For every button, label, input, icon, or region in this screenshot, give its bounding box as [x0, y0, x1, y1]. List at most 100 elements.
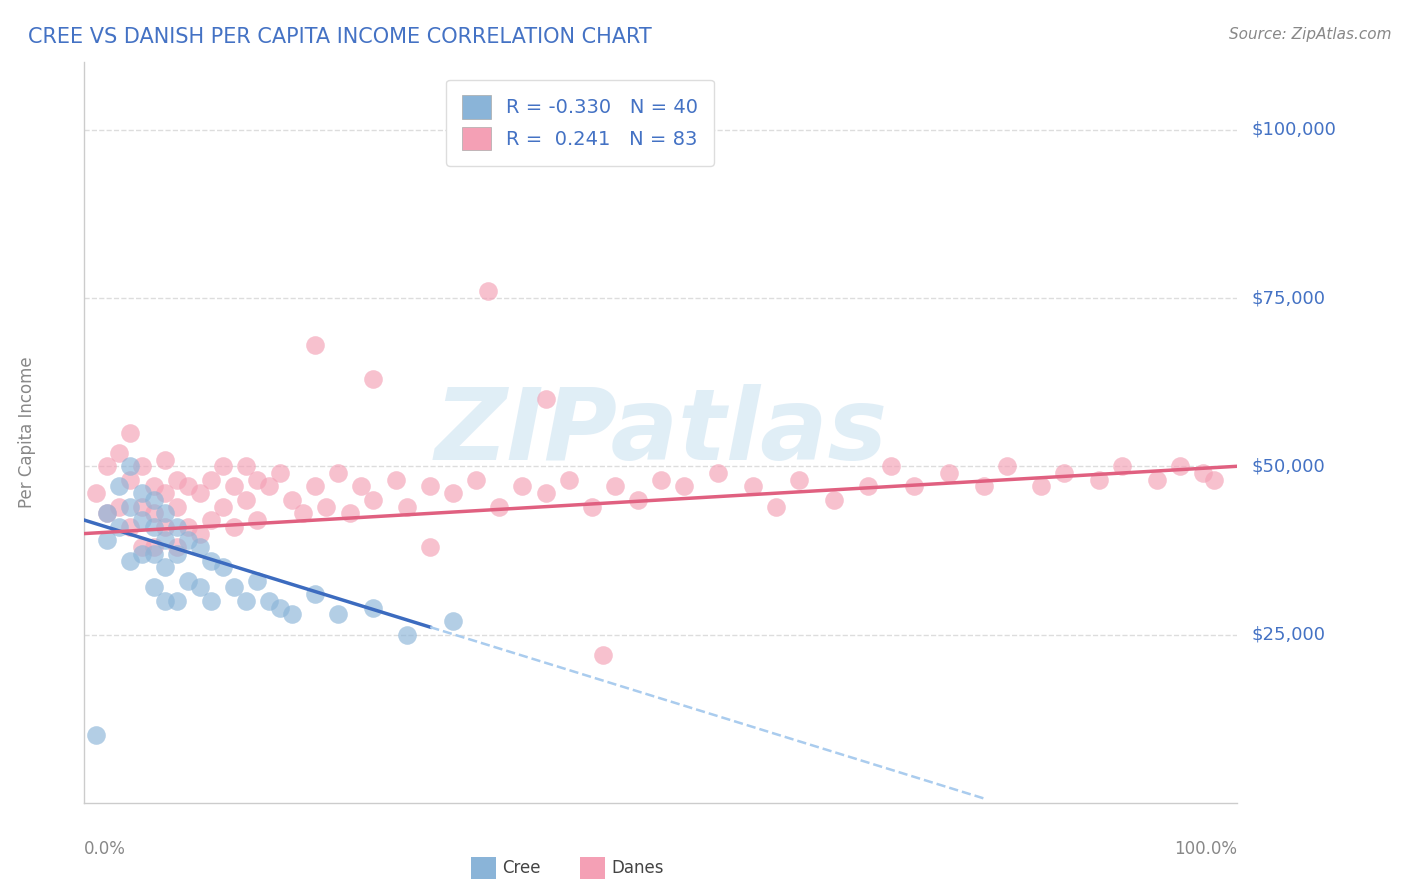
Point	[200, 473, 222, 487]
Point	[142, 507, 165, 521]
Point	[166, 547, 188, 561]
Point	[512, 479, 534, 493]
Point	[477, 285, 499, 299]
Point	[396, 500, 419, 514]
Point	[120, 553, 142, 567]
Point	[823, 492, 845, 507]
Point	[441, 486, 464, 500]
Point	[108, 520, 131, 534]
Point	[120, 500, 142, 514]
Point	[166, 500, 188, 514]
Point	[339, 507, 361, 521]
Text: $25,000: $25,000	[1251, 625, 1326, 643]
Point	[177, 533, 200, 548]
Point	[858, 479, 880, 493]
Point	[142, 492, 165, 507]
Point	[1053, 466, 1076, 480]
Point	[142, 520, 165, 534]
Point	[269, 466, 291, 480]
Point	[361, 600, 384, 615]
Point	[224, 581, 246, 595]
Point	[269, 600, 291, 615]
Point	[419, 479, 441, 493]
Point	[903, 479, 925, 493]
Point	[166, 520, 188, 534]
Point	[131, 500, 153, 514]
Point	[131, 513, 153, 527]
Point	[120, 473, 142, 487]
Point	[581, 500, 603, 514]
Point	[108, 446, 131, 460]
Point	[235, 459, 257, 474]
Point	[108, 500, 131, 514]
Point	[534, 392, 557, 406]
Point	[188, 486, 211, 500]
Point	[627, 492, 650, 507]
Point	[650, 473, 672, 487]
Point	[787, 473, 810, 487]
Point	[488, 500, 510, 514]
Point	[142, 547, 165, 561]
Point	[224, 479, 246, 493]
Point	[188, 526, 211, 541]
Point	[672, 479, 695, 493]
Text: 0.0%: 0.0%	[84, 840, 127, 858]
Point	[131, 547, 153, 561]
Text: 100.0%: 100.0%	[1174, 840, 1237, 858]
Point	[142, 581, 165, 595]
Point	[257, 479, 280, 493]
Point	[131, 486, 153, 500]
Point	[1146, 473, 1168, 487]
Point	[1204, 473, 1226, 487]
Point	[419, 540, 441, 554]
Point	[1191, 466, 1213, 480]
Point	[200, 513, 222, 527]
Point	[350, 479, 373, 493]
Point	[707, 466, 730, 480]
Text: $75,000: $75,000	[1251, 289, 1326, 307]
Point	[396, 627, 419, 641]
Point	[153, 520, 176, 534]
Point	[166, 594, 188, 608]
Point	[603, 479, 626, 493]
Point	[108, 479, 131, 493]
Point	[304, 479, 326, 493]
Point	[211, 500, 233, 514]
Point	[153, 507, 176, 521]
Text: Source: ZipAtlas.com: Source: ZipAtlas.com	[1229, 27, 1392, 42]
Point	[188, 540, 211, 554]
Point	[84, 486, 107, 500]
Point	[211, 560, 233, 574]
Point	[153, 486, 176, 500]
Text: Cree: Cree	[502, 859, 540, 877]
Point	[153, 594, 176, 608]
Point	[995, 459, 1018, 474]
Point	[120, 425, 142, 440]
Point	[142, 479, 165, 493]
Text: ZIPatlas: ZIPatlas	[434, 384, 887, 481]
Point	[235, 594, 257, 608]
Point	[304, 587, 326, 601]
Text: $50,000: $50,000	[1251, 458, 1324, 475]
Point	[361, 372, 384, 386]
Point	[131, 459, 153, 474]
Point	[441, 614, 464, 628]
Point	[534, 486, 557, 500]
Point	[361, 492, 384, 507]
Point	[153, 560, 176, 574]
Point	[326, 607, 349, 622]
Point	[557, 473, 579, 487]
Point	[200, 553, 222, 567]
Point	[166, 473, 188, 487]
FancyBboxPatch shape	[581, 857, 606, 879]
Point	[177, 574, 200, 588]
Point	[96, 507, 118, 521]
Point	[153, 452, 176, 467]
Point	[131, 540, 153, 554]
Point	[142, 540, 165, 554]
Point	[973, 479, 995, 493]
Point	[1111, 459, 1133, 474]
Point	[384, 473, 406, 487]
Point	[292, 507, 315, 521]
Point	[246, 473, 269, 487]
